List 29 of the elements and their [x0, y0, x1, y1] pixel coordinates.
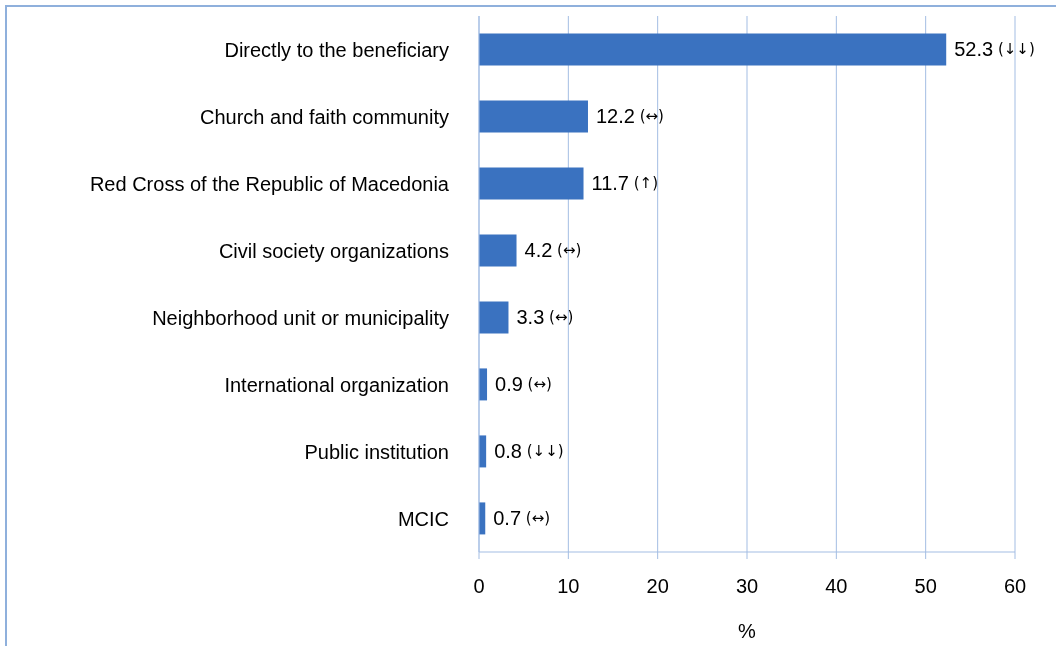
x-axis-title: %: [738, 620, 757, 642]
x-tick-label: 50: [914, 575, 937, 598]
data-label: 0.8 (↓↓): [494, 440, 564, 463]
data-label: 3.3 (↔): [516, 306, 574, 329]
y-tick-label: International organization: [224, 373, 449, 396]
bar: [479, 33, 947, 66]
y-tick-label: Public institution: [304, 440, 449, 463]
data-label: 4.2 (↔): [524, 239, 582, 262]
y-tick-label: Church and faith community: [199, 105, 449, 128]
x-tick-label: 10: [557, 575, 580, 598]
y-tick-label: Red Cross of the Republic of Macedonia: [89, 172, 450, 195]
x-tick-label: 40: [825, 575, 848, 598]
y-tick-label: MCIC: [397, 507, 449, 530]
data-label: 11.7 (↑): [591, 172, 659, 195]
y-tick-label: Civil society organizations: [218, 239, 449, 262]
x-tick-label: 20: [646, 575, 669, 598]
y-tick-label: Directly to the beneficiary: [224, 38, 449, 61]
data-label: 0.7 (↔): [493, 507, 551, 530]
bar: [479, 234, 517, 267]
y-tick-label: Neighborhood unit or municipality: [152, 306, 449, 329]
x-tick-label: 0: [473, 575, 485, 598]
x-tick-label: 60: [1003, 575, 1027, 598]
bar: [479, 301, 509, 334]
data-label: 12.2 (↔): [595, 105, 664, 128]
data-label: 0.9 (↔): [495, 373, 552, 396]
bar: [479, 100, 588, 133]
data-label: 52.3 (↓↓): [954, 38, 1035, 61]
bar: [479, 167, 584, 200]
x-tick-label: 30: [735, 575, 759, 598]
